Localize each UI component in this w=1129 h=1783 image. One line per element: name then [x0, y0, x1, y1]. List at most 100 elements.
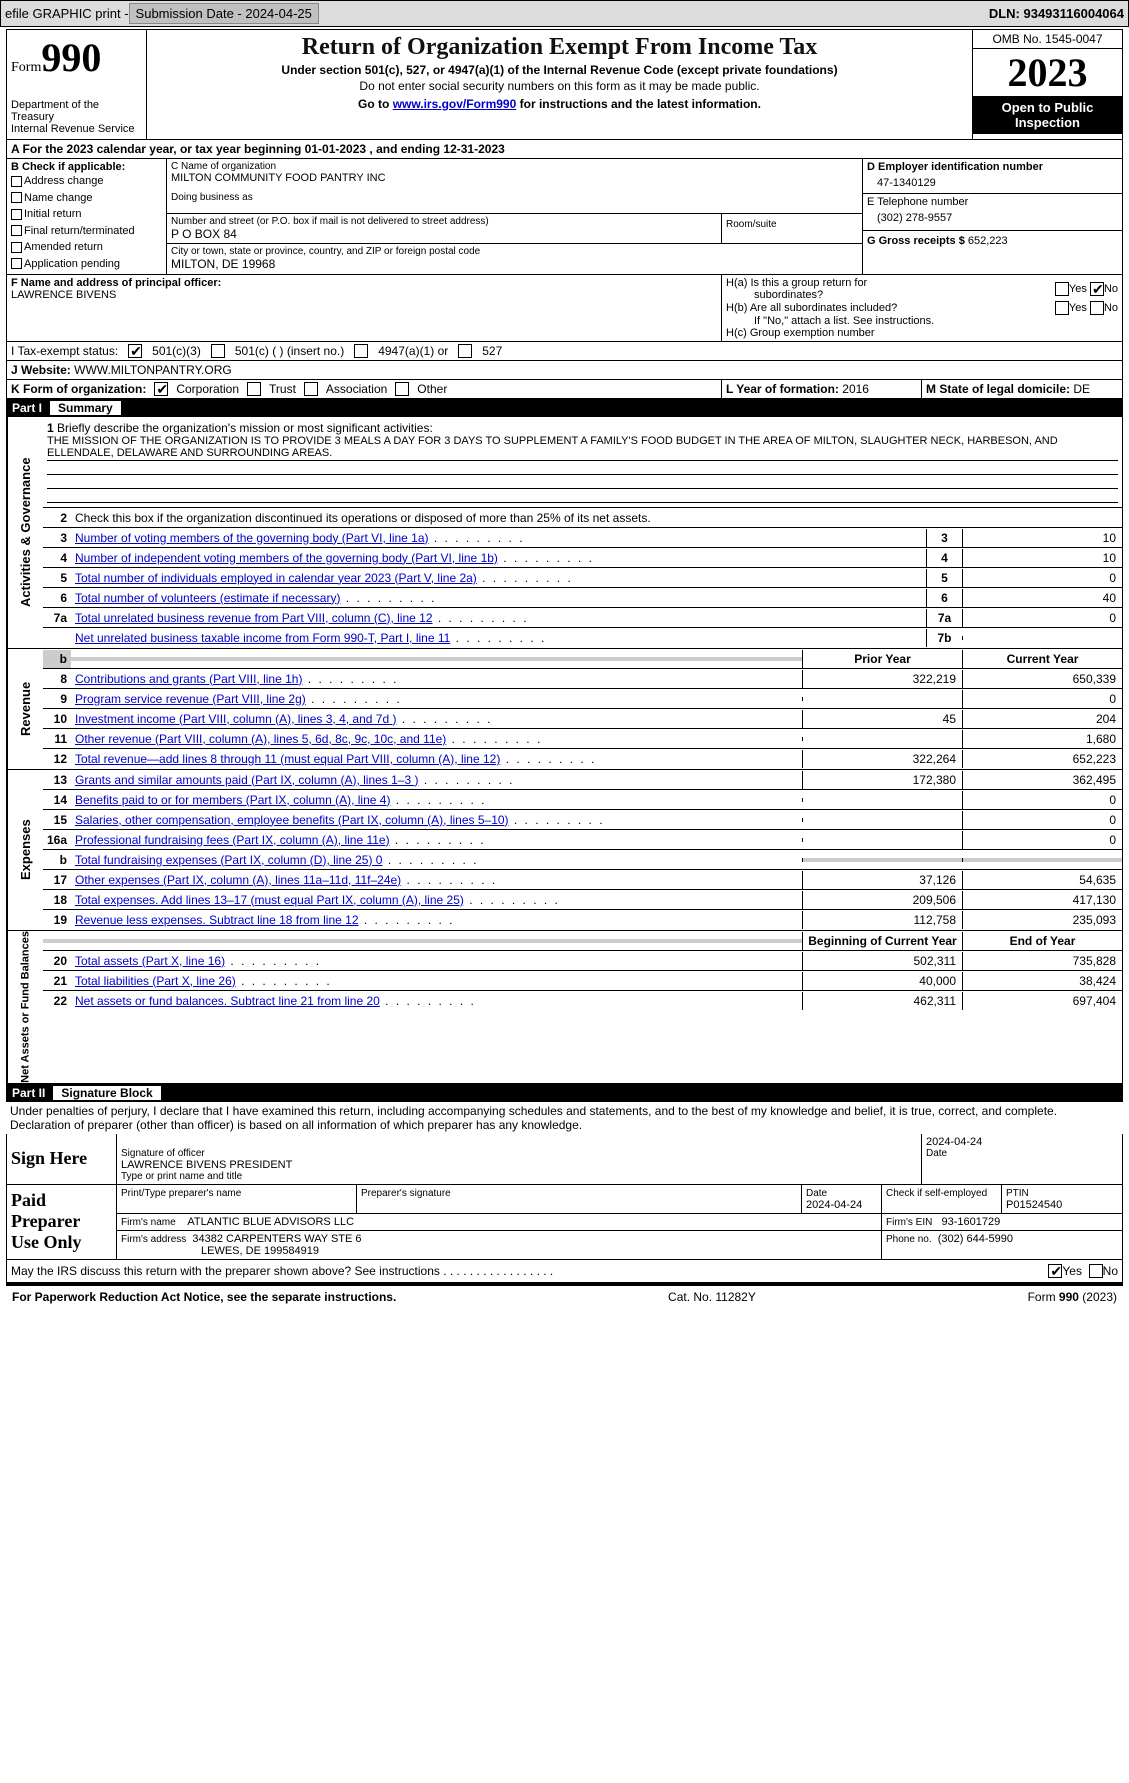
sig-date1: 2024-04-24: [926, 1136, 1118, 1148]
gross-val: 652,223: [968, 235, 1008, 247]
firm-addr1: 34382 CARPENTERS WAY STE 6: [192, 1233, 361, 1245]
corp: Corporation: [176, 382, 239, 396]
line-text: Total assets (Part X, line 16): [71, 952, 802, 970]
sig-date-lbl: Date: [926, 1148, 1118, 1159]
curr-year-val: 204: [962, 710, 1122, 728]
table-row: 3Number of voting members of the governi…: [43, 528, 1122, 548]
side-netassets: Net Assets or Fund Balances: [7, 931, 43, 1083]
signature-block: Sign Here Signature of officer LAWRENCE …: [6, 1134, 1123, 1260]
line-text: Total fundraising expenses (Part IX, col…: [71, 851, 802, 869]
line-val: 40: [962, 589, 1122, 607]
line-text: Benefits paid to or for members (Part IX…: [71, 791, 802, 809]
prep-date-lbl: Date: [806, 1188, 827, 1199]
box-b: B Check if applicable: Address change Na…: [7, 159, 167, 274]
curr-year-val: 652,223: [962, 750, 1122, 768]
table-row: 10Investment income (Part VIII, column (…: [43, 709, 1122, 729]
side-activities: Activities & Governance: [7, 417, 43, 648]
header-left: Form990 Department of the Treasury Inter…: [7, 30, 147, 139]
dln: DLN: 93493116004064: [989, 6, 1124, 21]
ha-lbl2: subordinates?: [726, 289, 823, 301]
perjury-text: Under penalties of perjury, I declare th…: [6, 1102, 1123, 1134]
hb-lbl: H(b) Are all subordinates included?: [726, 302, 1055, 314]
hb-no: No: [1104, 302, 1118, 314]
prior-year-val: [802, 737, 962, 741]
prior-year-val: 322,219: [802, 670, 962, 688]
header-right: OMB No. 1545-0047 2023 Open to Public In…: [972, 30, 1122, 139]
initial-return-lbl: Initial return: [24, 208, 81, 220]
line-number: 18: [43, 891, 71, 909]
501c3: 501(c)(3): [152, 344, 201, 358]
dln-value: 93493116004064: [1023, 6, 1124, 21]
na-header: Beginning of Current Year End of Year: [43, 931, 1122, 951]
may-irs-yes-box: [1048, 1264, 1062, 1278]
phone-lbl: E Telephone number: [867, 196, 1118, 208]
501c-box: [211, 344, 225, 358]
line-number: 4: [43, 549, 71, 567]
side-expenses: Expenses: [7, 770, 43, 930]
city-val: MILTON, DE 19968: [171, 257, 858, 271]
hc-lbl: H(c) Group exemption number: [726, 327, 1118, 339]
line-val: 10: [962, 549, 1122, 567]
part1-title: Summary: [50, 401, 121, 415]
form-ref-num: 990: [1059, 1290, 1079, 1304]
irs-link[interactable]: www.irs.gov/Form990: [393, 97, 517, 111]
tax-status-lbl: I Tax-exempt status:: [11, 344, 118, 358]
line-text: Net unrelated business taxable income fr…: [71, 629, 926, 647]
table-row: 8Contributions and grants (Part VIII, li…: [43, 669, 1122, 689]
curr-year-val: 38,424: [962, 972, 1122, 990]
line-1: 1 Briefly describe the organization's mi…: [43, 417, 1122, 508]
prep-sig-lbl: Preparer's signature: [361, 1188, 451, 1199]
sign-here-lbl: Sign Here: [7, 1134, 117, 1184]
phone-val: (302) 278-9557: [867, 208, 1118, 228]
prior-year-val: [802, 838, 962, 842]
summary-grid: Activities & Governance 1 Briefly descri…: [6, 417, 1123, 1084]
org-name: MILTON COMMUNITY FOOD PANTRY INC: [171, 172, 858, 184]
prior-year-val: 322,264: [802, 750, 962, 768]
prior-year-val: [802, 798, 962, 802]
year-form-lbl: L Year of formation:: [726, 382, 839, 396]
curr-year-val: 697,404: [962, 992, 1122, 1010]
line-number: 16a: [43, 831, 71, 849]
line-box: 6: [926, 589, 962, 607]
prior-year-val: [802, 858, 962, 862]
firm-addr2: LEWES, DE 199584919: [121, 1245, 319, 1257]
website-lbl: J Website:: [11, 363, 71, 377]
table-row: 4Number of independent voting members of…: [43, 548, 1122, 568]
ha-yes-box: [1055, 282, 1069, 296]
identity-row: B Check if applicable: Address change Na…: [6, 159, 1123, 275]
street-lbl: Number and street (or P.O. box if mail i…: [171, 216, 717, 227]
addr-change-lbl: Address change: [24, 175, 104, 187]
expenses-section: Expenses 13Grants and similar amounts pa…: [7, 770, 1122, 931]
room-lbl: Room/suite: [726, 219, 777, 230]
form-prefix: Form: [11, 60, 41, 75]
line-val: 0: [962, 569, 1122, 587]
city-block: City or town, state or province, country…: [167, 244, 862, 273]
line-number: 21: [43, 972, 71, 990]
other-box: [395, 382, 409, 396]
status-row: I Tax-exempt status: 501(c)(3) 501(c) ( …: [6, 342, 1123, 361]
final-return-lbl: Final return/terminated: [24, 225, 135, 237]
table-row: 5Total number of individuals employed in…: [43, 568, 1122, 588]
app-pending-lbl: Application pending: [24, 258, 120, 270]
table-row: 21Total liabilities (Part X, line 26)40,…: [43, 971, 1122, 991]
prior-year-val: 209,506: [802, 891, 962, 909]
revenue-section: Revenue b Prior Year Current Year 8Contr…: [7, 649, 1122, 770]
amended-return-lbl: Amended return: [24, 241, 103, 253]
line-number: 22: [43, 992, 71, 1010]
trust: Trust: [269, 382, 296, 396]
mission-lbl: Briefly describe the organization's miss…: [57, 421, 433, 435]
side-revenue: Revenue: [7, 649, 43, 769]
dept-treasury: Department of the Treasury: [11, 99, 142, 123]
domicile-lbl: M State of legal domicile:: [926, 382, 1070, 396]
corp-box: [154, 382, 168, 396]
line-text: Total liabilities (Part X, line 26): [71, 972, 802, 990]
efile-label: efile GRAPHIC print -: [5, 6, 129, 21]
prep-name-lbl: Print/Type preparer's name: [121, 1188, 241, 1199]
prior-year-val: 502,311: [802, 952, 962, 970]
hb-yes-box: [1055, 301, 1069, 315]
form-number: Form990: [11, 34, 142, 81]
hb-no-box: [1090, 301, 1104, 315]
mission-text: THE MISSION OF THE ORGANIZATION IS TO PR…: [47, 435, 1118, 461]
table-row: 12Total revenue—add lines 8 through 11 (…: [43, 749, 1122, 769]
part2-title: Signature Block: [53, 1086, 160, 1100]
